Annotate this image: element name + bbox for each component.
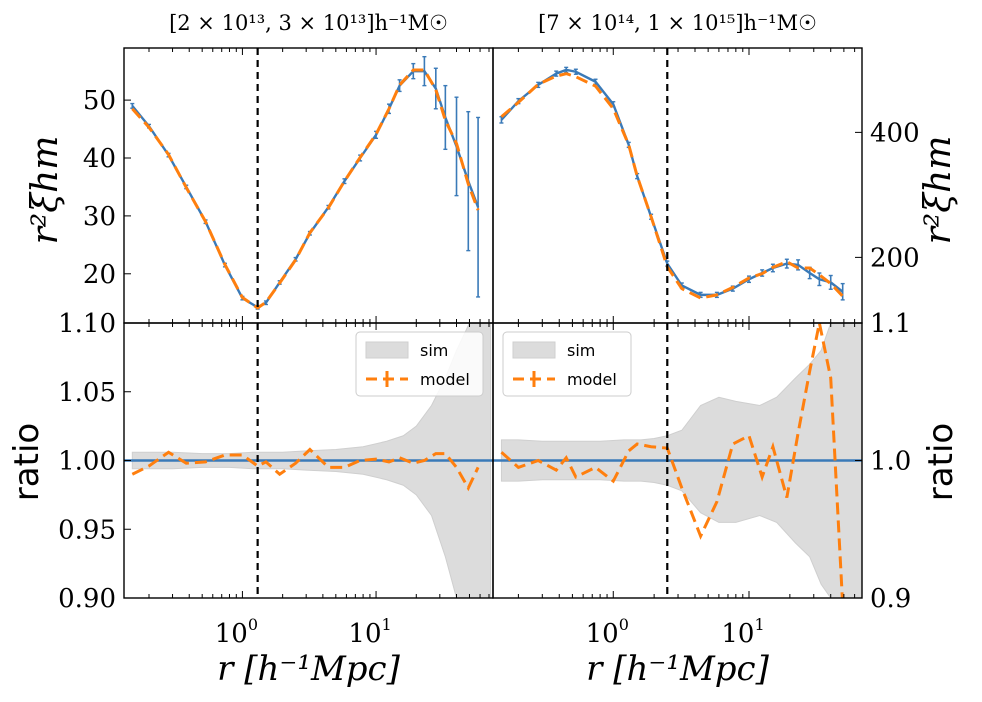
legend-sim-swatch: [512, 341, 556, 359]
legend-sim-label: sim: [567, 341, 595, 360]
y-tick-label: 400: [870, 118, 920, 148]
sim-line: [131, 69, 480, 309]
model-line: [500, 72, 844, 300]
model-ratio-line: [131, 447, 480, 492]
y-tick-label: 40: [83, 144, 116, 174]
legend-sim-swatch: [365, 341, 409, 359]
y-tick-label: 1.05: [58, 378, 116, 408]
x-tick-label: 100: [215, 615, 258, 649]
y-tick-label: 30: [83, 202, 116, 232]
y-tick-label: 1.1: [870, 309, 911, 339]
x-tick-label: 100: [586, 615, 629, 649]
x-tick-label: 101: [348, 615, 391, 649]
y-tick-label: 20: [83, 260, 116, 290]
legend-sim-label: sim: [420, 341, 448, 360]
bottom-left-y-label: ratio: [7, 423, 47, 501]
legend-model-label: model: [567, 370, 617, 389]
x-axis-label: r [h⁻¹Mpc]: [217, 649, 400, 689]
y-tick-label: 0.90: [58, 584, 116, 614]
y-tick-label: 200: [870, 243, 920, 273]
y-tick-label: 1.00: [58, 447, 116, 477]
x-axis-label: r [h⁻¹Mpc]: [586, 649, 769, 689]
axes-layer: [123, 47, 863, 599]
y-tick-label: 50: [83, 86, 116, 116]
y-tick-label: 1.10: [58, 309, 116, 339]
top-left-y-label: r²ξhm: [25, 136, 66, 245]
legend-model-label: model: [420, 370, 470, 389]
y-tick-label: 0.95: [58, 515, 116, 545]
bottom-right-y-label: ratio: [921, 423, 961, 501]
y-tick-label: 0.9: [870, 584, 911, 614]
x-tick-label: 101: [721, 615, 764, 649]
y-tick-label: 1.0: [870, 447, 911, 477]
panel-title: [2 × 10¹³, 3 × 10¹³]h⁻¹M☉: [169, 11, 448, 35]
series-lines-layer: [124, 48, 862, 598]
model-line: [131, 68, 480, 310]
panel-frame: [123, 47, 494, 324]
sim-line: [500, 68, 844, 297]
model-ratio-line: [500, 323, 844, 598]
panel-title: [7 × 10¹⁴, 1 × 10¹⁵]h⁻¹M☉: [538, 11, 817, 35]
top-right-y-label: r²ξhm: [918, 136, 959, 245]
